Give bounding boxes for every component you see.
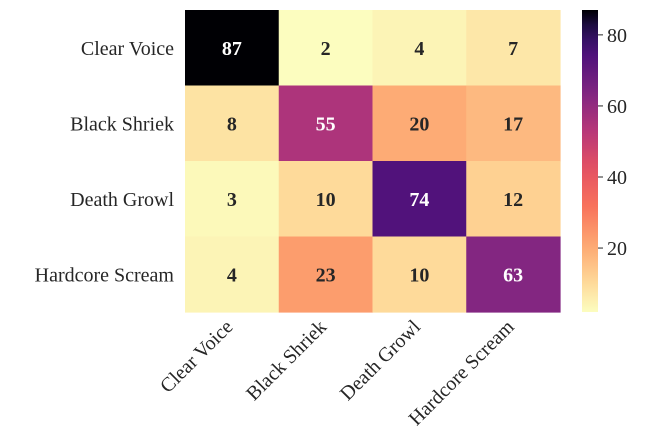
y-tick-label: Clear Voice bbox=[81, 38, 174, 60]
cell-value-label: 17 bbox=[503, 113, 523, 135]
x-tick-label: Black Shriek bbox=[242, 316, 331, 405]
heatmap-cell bbox=[185, 85, 280, 162]
cell-value-label: 10 bbox=[316, 189, 336, 211]
heatmap-cell bbox=[185, 236, 280, 313]
cell-value-label: 7 bbox=[508, 38, 518, 60]
cell-value-label: 3 bbox=[227, 189, 237, 211]
heatmap-cell bbox=[278, 85, 374, 162]
cell-value-labels: 87 2 4 7 8 55 20 17 3 10 74 12 4 23 10 63 bbox=[222, 38, 523, 287]
colorbar bbox=[582, 10, 598, 312]
heatmap-cell bbox=[372, 85, 467, 162]
cell-value-label: 4 bbox=[414, 38, 424, 60]
cell-value-label: 20 bbox=[409, 113, 429, 135]
x-tick-labels: Clear Voice Black Shriek Death GrowlHardco… bbox=[156, 316, 519, 430]
heatmap-cell bbox=[278, 161, 374, 238]
cell-value-label: 10 bbox=[409, 264, 429, 286]
cell-value-label: 2 bbox=[321, 38, 331, 60]
heatmap-cell bbox=[278, 10, 374, 87]
y-tick-labels: Clear Voice Black Shriek Death Growl Hardco… bbox=[35, 38, 175, 287]
heatmap-cell bbox=[185, 161, 280, 238]
colorbar-tick-label: 80 bbox=[607, 25, 627, 47]
heatmap-cell bbox=[466, 161, 561, 238]
heatmap-cell bbox=[185, 10, 280, 87]
y-tick-label: Death Growl bbox=[70, 189, 174, 211]
heatmap-cell bbox=[278, 236, 374, 313]
x-tick-label: Clear Voice bbox=[156, 316, 237, 397]
heatmap-cell bbox=[372, 236, 467, 313]
cell-value-label: 63 bbox=[503, 264, 523, 286]
cell-value-label: 74 bbox=[409, 189, 429, 211]
y-tick-label: Black Shriek bbox=[70, 113, 174, 135]
colorbar-tick-label: 40 bbox=[607, 167, 627, 189]
heatmap-cells bbox=[185, 10, 561, 313]
heatmap-cell bbox=[466, 236, 561, 313]
heatmap-cell bbox=[466, 10, 561, 87]
colorbar-ticks: 20 40 60 80 bbox=[598, 25, 627, 260]
cell-value-label: 12 bbox=[503, 189, 523, 211]
cell-value-label: 23 bbox=[316, 264, 336, 286]
colorbar-tick-label: 20 bbox=[607, 238, 627, 260]
heatmap-cell bbox=[466, 85, 561, 162]
cell-value-label: 4 bbox=[227, 264, 237, 286]
x-tick-label: Death Growl bbox=[336, 316, 425, 405]
y-tick-label: Hardcore Scream bbox=[35, 264, 175, 286]
heatmap-cell bbox=[372, 10, 467, 87]
cell-value-label: 8 bbox=[227, 113, 237, 135]
cell-value-label: 55 bbox=[316, 113, 336, 135]
colorbar-tick-label: 60 bbox=[607, 96, 627, 118]
cell-value-label: 87 bbox=[222, 38, 242, 60]
heatmap-cell bbox=[372, 161, 467, 238]
